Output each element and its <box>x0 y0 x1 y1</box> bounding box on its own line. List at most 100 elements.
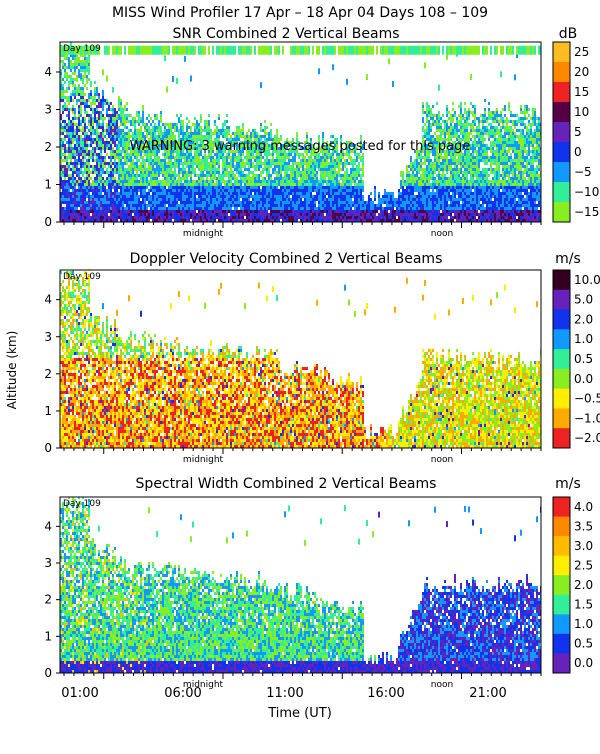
heatmap-cell <box>86 168 88 171</box>
heatmap-cell <box>296 192 298 195</box>
heatmap-cell <box>254 174 256 177</box>
heatmap-cell <box>84 129 86 132</box>
heatmap-cell <box>128 183 130 186</box>
heatmap-cell <box>234 198 236 201</box>
heatmap-cell <box>90 207 92 210</box>
heatmap-cell <box>114 123 116 126</box>
heatmap-band <box>162 46 164 55</box>
heatmap-cell <box>126 201 128 204</box>
heatmap-cell <box>146 129 148 132</box>
heatmap-cell <box>126 156 128 159</box>
heatmap-cell <box>330 180 332 183</box>
heatmap-cell <box>262 162 264 165</box>
heatmap-cell <box>66 66 68 69</box>
heatmap-cell <box>98 117 100 120</box>
heatmap-cell <box>68 108 70 111</box>
heatmap-cell <box>174 162 176 165</box>
heatmap-cell <box>78 204 80 207</box>
heatmap-cell <box>306 162 308 165</box>
heatmap-cell <box>328 213 330 216</box>
heatmap-cell <box>388 192 390 195</box>
heatmap-cell <box>66 90 68 93</box>
heatmap-cell <box>114 159 116 162</box>
heatmap-cell <box>100 165 102 168</box>
heatmap-cell <box>336 213 338 216</box>
heatmap-cell <box>80 66 82 69</box>
heatmap-cell <box>78 144 80 147</box>
heatmap-cell <box>254 135 256 138</box>
heatmap-cell <box>380 201 382 204</box>
heatmap-cell <box>86 180 88 183</box>
heatmap-cell <box>226 207 228 210</box>
heatmap-cell <box>186 198 188 201</box>
heatmap-cell <box>350 174 352 177</box>
heatmap-cell <box>110 141 112 144</box>
heatmap-cell <box>208 168 210 171</box>
heatmap-cell <box>262 183 264 186</box>
heatmap-cell <box>74 87 76 90</box>
heatmap-cell <box>278 198 280 201</box>
heatmap-cell <box>76 213 78 216</box>
heatmap-cell <box>254 177 256 180</box>
heatmap-cell <box>138 159 140 162</box>
heatmap-cell <box>230 189 232 192</box>
heatmap-cell <box>292 213 294 216</box>
heatmap-cell <box>152 216 154 219</box>
heatmap-cell <box>176 180 178 183</box>
heatmap-cell <box>96 189 98 192</box>
heatmap-band <box>224 46 226 55</box>
heatmap-cell <box>144 162 146 165</box>
heatmap-cell <box>70 63 72 66</box>
heatmap-cell <box>96 90 98 93</box>
heatmap-cell <box>134 204 136 207</box>
heatmap-cell <box>236 165 238 168</box>
heatmap-cell <box>252 177 254 180</box>
heatmap-cell <box>372 207 374 210</box>
heatmap-cell <box>144 177 146 180</box>
heatmap-cell <box>336 216 338 219</box>
heatmap-cell <box>126 102 128 105</box>
heatmap-band <box>192 46 194 55</box>
heatmap-cell <box>152 129 154 132</box>
heatmap-cell <box>110 216 112 219</box>
heatmap-cell <box>248 204 250 207</box>
heatmap-cell <box>238 162 240 165</box>
heatmap-cell <box>208 195 210 198</box>
heatmap-cell <box>230 201 232 204</box>
heatmap-cell <box>266 201 268 204</box>
heatmap-cell <box>366 210 368 213</box>
heatmap-cell <box>72 108 74 111</box>
heatmap-cell <box>328 198 330 201</box>
heatmap-cell <box>82 156 84 159</box>
heatmap-cell <box>278 177 280 180</box>
heatmap-cell <box>154 129 156 132</box>
heatmap-cell <box>160 192 162 195</box>
heatmap-cell <box>124 201 126 204</box>
heatmap-cell <box>136 156 138 159</box>
heatmap-cell <box>258 207 260 210</box>
heatmap-cell <box>152 174 154 177</box>
heatmap-cell <box>238 186 240 189</box>
heatmap-cell <box>132 210 134 213</box>
heatmap-cell <box>322 165 324 168</box>
heatmap-cell <box>68 87 70 90</box>
heatmap-cell <box>330 156 332 159</box>
heatmap-cell <box>320 207 322 210</box>
heatmap-cell <box>214 213 216 216</box>
heatmap-cell <box>210 165 212 168</box>
heatmap-cell <box>188 192 190 195</box>
heatmap-cell <box>360 216 362 219</box>
heatmap-cell <box>92 210 94 213</box>
heatmap-cell <box>130 165 132 168</box>
heatmap-cell <box>282 189 284 192</box>
heatmap-cell <box>262 204 264 207</box>
heatmap-cell <box>300 159 302 162</box>
heatmap-cell <box>82 129 84 132</box>
heatmap-cell <box>82 192 84 195</box>
heatmap-cell <box>266 204 268 207</box>
heatmap-cell <box>98 123 100 126</box>
heatmap-cell <box>90 156 92 159</box>
heatmap-cell <box>290 207 292 210</box>
heatmap-cell <box>78 138 80 141</box>
heatmap-cell <box>212 189 214 192</box>
